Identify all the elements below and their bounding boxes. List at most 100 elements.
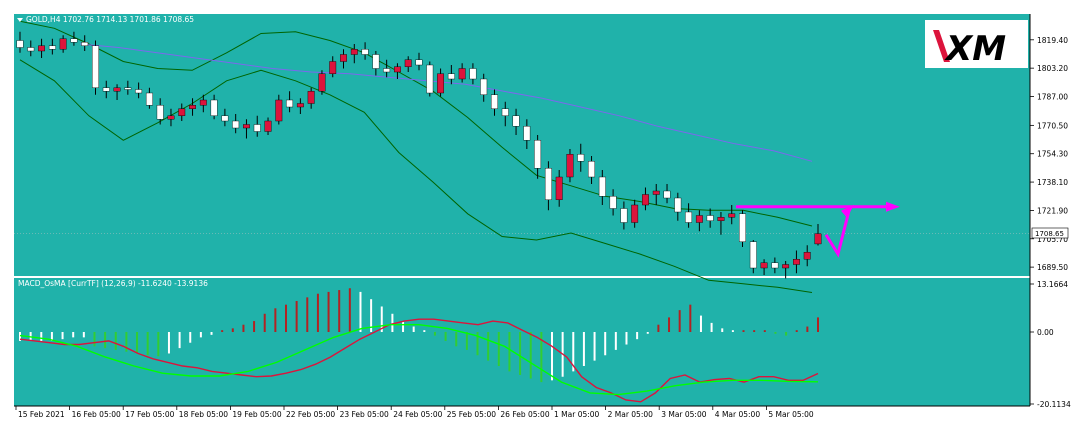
candle-body: [685, 211, 693, 223]
candle: [631, 199, 639, 228]
candle: [393, 63, 401, 79]
time-tick-label: 17 Feb 05:00: [125, 410, 174, 419]
candle: [501, 101, 509, 127]
main-plot: [14, 20, 1030, 293]
price-tick-label: 1721.90: [1037, 206, 1068, 215]
candle: [59, 35, 67, 53]
candle-body: [577, 154, 585, 162]
candle-body: [523, 126, 531, 141]
candle: [760, 259, 768, 275]
candle-body: [350, 49, 358, 55]
candle-body: [243, 124, 250, 129]
price-tick-labels: 1819.40 1803.20 1787.00 1770.50 1754.30 1738.…: [1030, 36, 1068, 272]
time-tick-label: 4 Mar 05:00: [715, 410, 761, 419]
candle-body: [340, 54, 347, 62]
candle-body: [437, 73, 445, 94]
bollinger-lower-line: [19, 59, 813, 293]
price-tick-label: 1819.40: [1037, 36, 1068, 45]
candle-body: [695, 215, 703, 223]
candle: [404, 56, 412, 72]
candle-body: [329, 61, 337, 74]
candle: [458, 63, 466, 83]
forecast-target-arrowhead: [886, 201, 900, 212]
candle-body: [27, 47, 35, 52]
candle: [426, 61, 434, 97]
candle: [48, 38, 56, 55]
candle: [135, 82, 143, 99]
candle: [124, 80, 132, 95]
candle: [232, 114, 240, 134]
candle: [469, 63, 477, 85]
candle-body: [706, 215, 714, 221]
candle: [803, 245, 811, 267]
candle-body: [717, 217, 725, 221]
candle: [275, 94, 283, 125]
candle: [512, 108, 520, 135]
candle: [706, 208, 714, 228]
candle: [814, 224, 822, 246]
candle-body: [566, 154, 574, 178]
xm-logo-text: XM: [944, 29, 1006, 69]
candle-body: [642, 194, 649, 206]
price-tick-label: 1754.30: [1037, 150, 1068, 159]
candle: [792, 250, 800, 274]
candle-body: [588, 161, 595, 178]
candle-body: [48, 45, 56, 50]
candle: [210, 94, 218, 120]
candle-body: [178, 108, 186, 116]
candle: [620, 201, 628, 230]
xm-logo-mark-icon: [933, 30, 950, 62]
candle-body: [663, 190, 671, 199]
candle-body: [782, 264, 790, 269]
price-tick-label: 1705.70: [1037, 235, 1068, 244]
time-tick-label: 5 Mar 05:00: [768, 410, 814, 419]
candle-body: [16, 40, 24, 48]
candle: [189, 98, 196, 116]
candle: [739, 210, 746, 247]
candle-body: [447, 73, 455, 80]
candle-body: [296, 103, 304, 108]
candle-body: [544, 168, 552, 200]
candle-body: [253, 124, 261, 132]
candle-body: [264, 120, 272, 132]
candle-body: [803, 252, 811, 260]
candle: [264, 117, 272, 135]
candle: [685, 203, 693, 228]
candle-body: [199, 99, 207, 106]
candle: [178, 103, 186, 121]
time-tick-label: 22 Feb 05:00: [286, 410, 335, 419]
price-tick-label: 1689.50: [1037, 263, 1068, 272]
time-tick-label: 3 Mar 05:00: [661, 410, 707, 419]
main-panel-background: [14, 14, 1030, 276]
candle: [16, 31, 24, 53]
candle-body: [167, 115, 175, 120]
candle-body: [102, 87, 110, 92]
forecast-zigzag: [824, 206, 852, 258]
candle: [372, 51, 380, 76]
symbol-dropdown-icon[interactable]: [17, 18, 23, 22]
candle: [70, 31, 78, 46]
candle: [92, 40, 99, 95]
candle-body: [674, 197, 682, 213]
macd-signal-line: [19, 324, 819, 396]
candle-body: [814, 233, 822, 245]
candle-body: [749, 241, 757, 269]
current-price-box: [1031, 227, 1069, 239]
candle-body: [760, 262, 768, 269]
candle: [361, 42, 369, 60]
candle-body: [739, 213, 746, 242]
candle-body: [318, 73, 326, 92]
moving-average-line: [79, 43, 813, 162]
candle: [749, 240, 757, 274]
time-tick-labels: 15 Feb 2021 16 Feb 05:00 17 Feb 05:00 18 Fe…: [15, 406, 814, 419]
macd-panel-background: [14, 278, 1030, 406]
time-tick-label: 2 Mar 05:00: [608, 410, 654, 419]
macd-tick-label: 13.1664: [1037, 280, 1068, 289]
candle: [253, 115, 261, 137]
xm-logo: XM: [925, 20, 1028, 69]
candle: [113, 84, 121, 100]
candle-body: [59, 38, 67, 50]
candle-body: [92, 45, 99, 88]
